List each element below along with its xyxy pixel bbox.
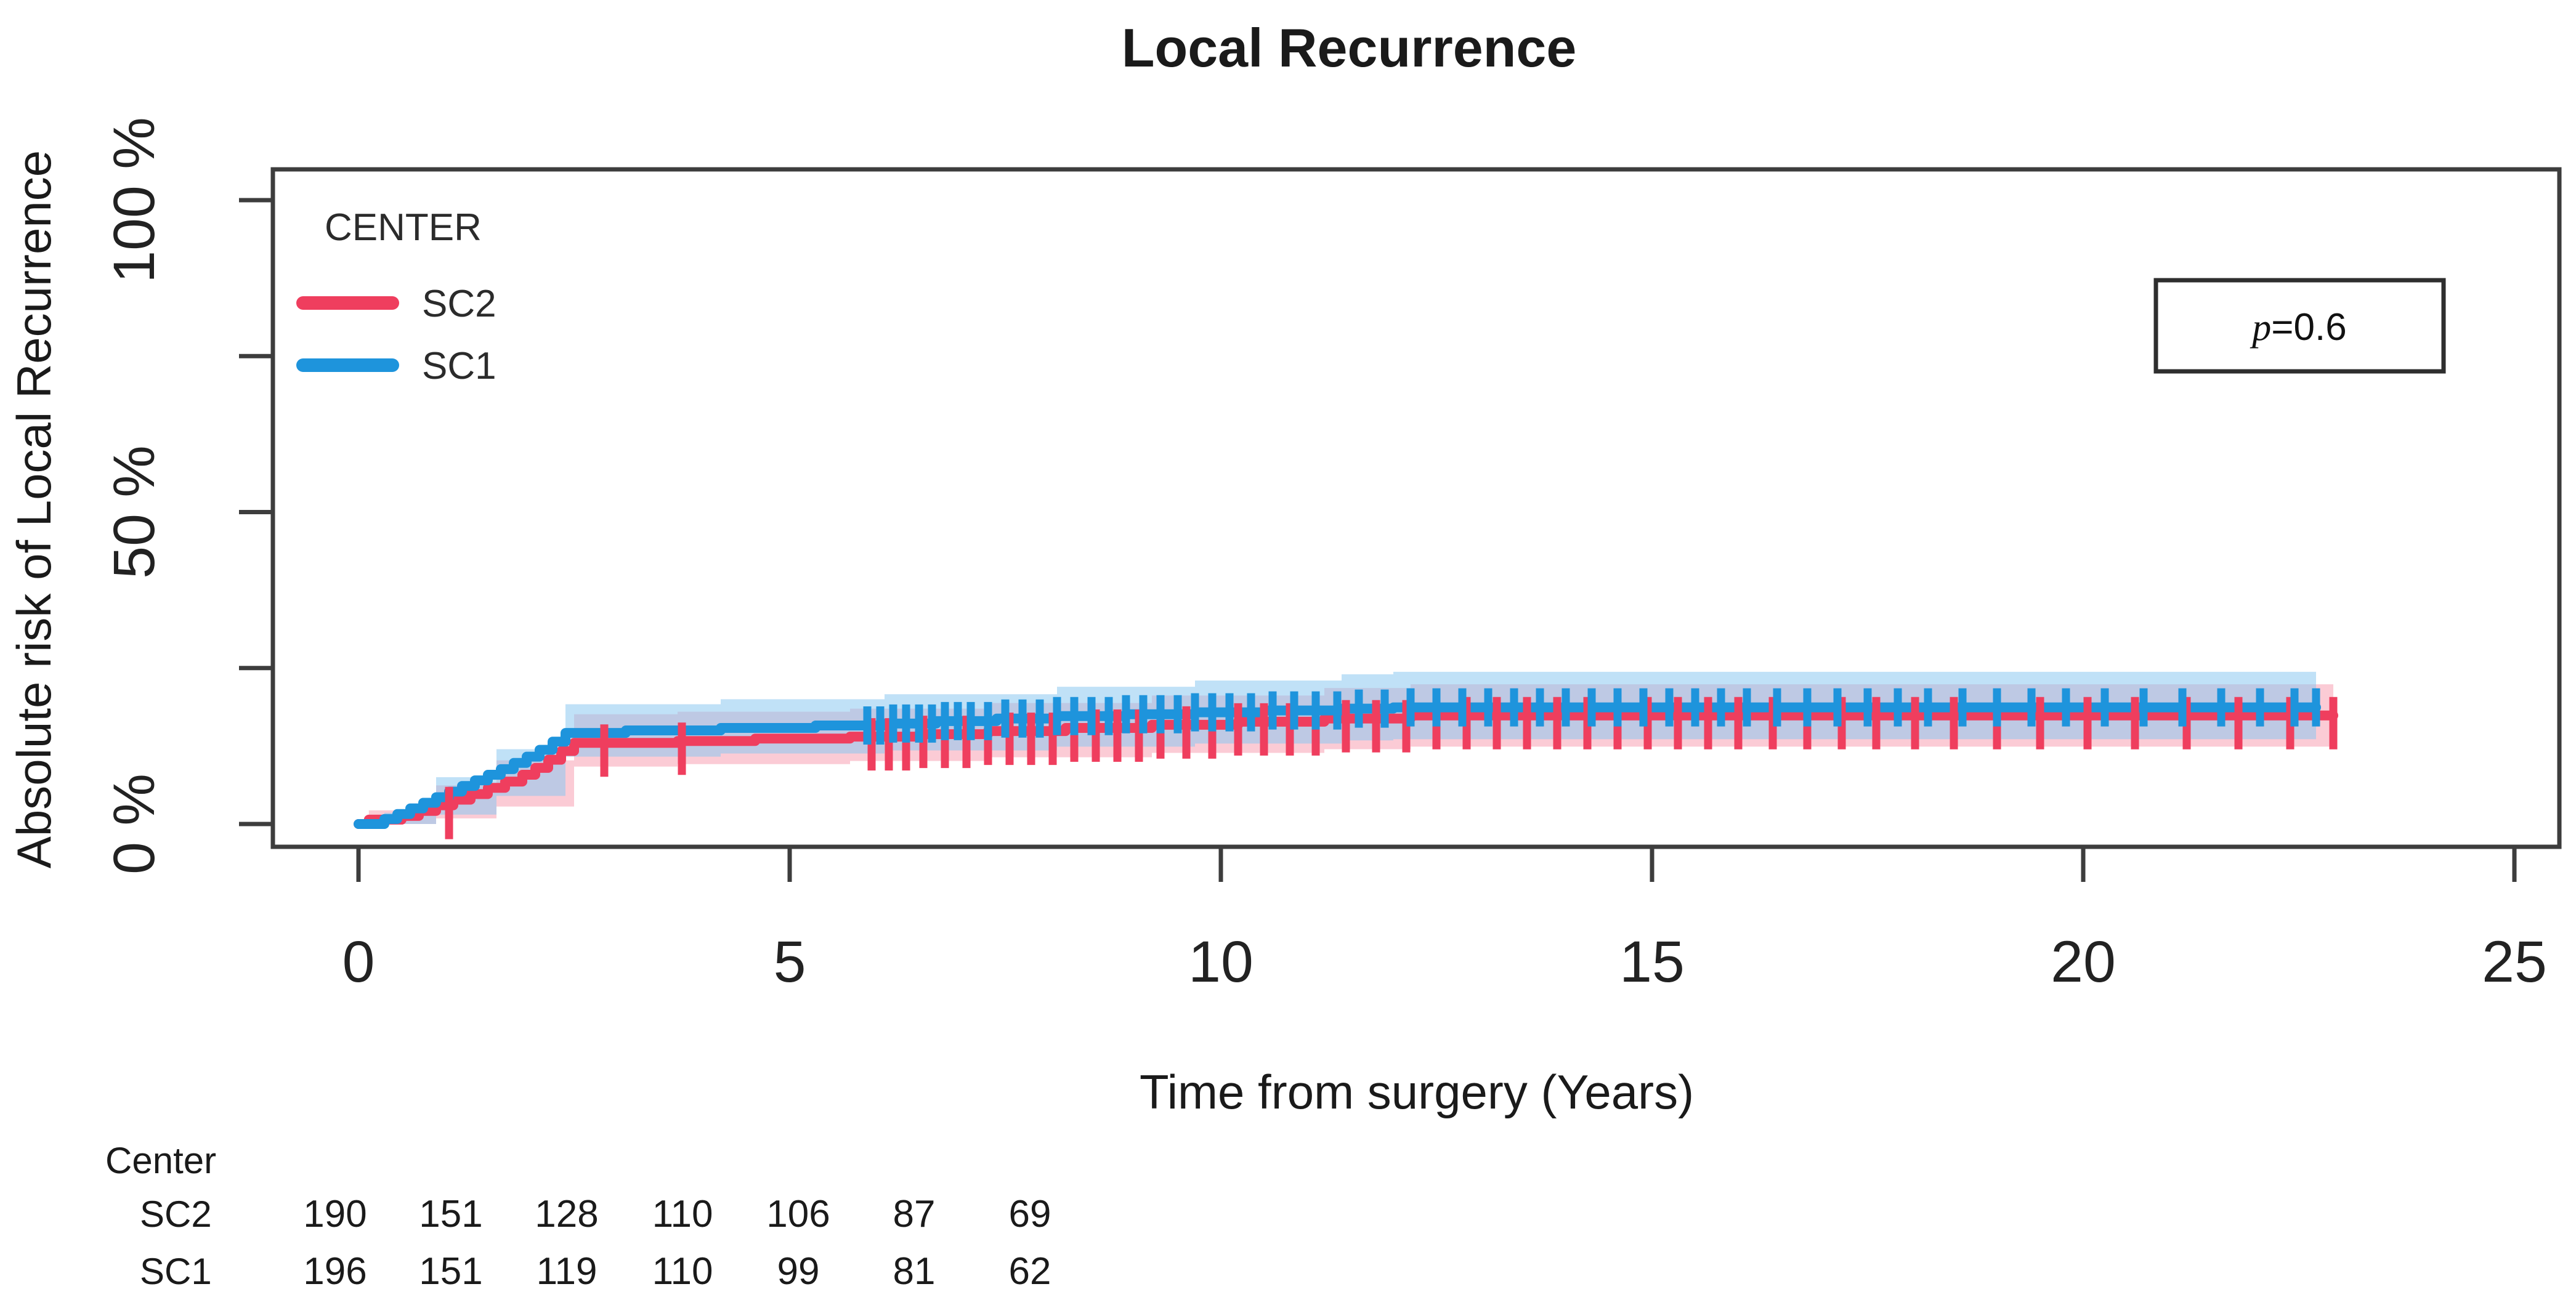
chart-title: Local Recurrence	[1122, 17, 1577, 78]
risk-count-sc2: 87	[893, 1193, 936, 1235]
x-axis-title: Time from surgery (Years)	[1140, 1065, 1694, 1119]
x-axis-ticks: 0 5 10 15 20 25	[342, 847, 2547, 995]
legend-label-sc1: SC1	[422, 345, 496, 387]
censor-marks-layer	[445, 688, 2338, 839]
risk-row-label-sc2: SC2	[140, 1194, 212, 1235]
y-tick-label: 0 %	[102, 774, 167, 875]
y-axis-title: Absolute risk of Local Recurrence	[7, 150, 61, 868]
risk-count-sc1: 119	[537, 1250, 597, 1293]
y-axis-ticks: 0 % 50 % 100 %	[102, 117, 273, 875]
risk-count-sc1: 62	[1009, 1250, 1051, 1293]
risk-numbers: 190 151 128 110 106 87 69 196 151 119 110 99 81 62	[303, 1193, 1051, 1293]
risk-count-sc2: 106	[766, 1193, 830, 1235]
risk-count-sc1: 81	[893, 1250, 936, 1293]
risk-table: Center SC2 SC1 190 151 128 110 106 87 69 196 151…	[105, 1140, 1051, 1293]
risk-row-label-sc1: SC1	[140, 1251, 212, 1292]
risk-count-sc1: 151	[419, 1250, 482, 1293]
legend-title: CENTER	[325, 206, 482, 249]
legend: CENTER SC2 SC1	[296, 206, 496, 387]
x-tick-label: 5	[774, 929, 806, 995]
x-tick-label: 15	[1619, 929, 1685, 995]
y-tick-label: 50 %	[102, 445, 167, 579]
p-value-text: p=0.6	[2250, 306, 2346, 349]
risk-count-sc2: 190	[303, 1193, 367, 1235]
risk-count-sc2: 69	[1009, 1193, 1051, 1235]
legend-label-sc2: SC2	[422, 283, 496, 325]
risk-count-sc1: 196	[303, 1250, 367, 1293]
p-value-box	[2153, 278, 2446, 374]
p-value-annotation: p=0.6	[2153, 278, 2446, 374]
risk-count-sc2: 151	[419, 1193, 482, 1235]
y-tick-label: 100 %	[102, 117, 167, 283]
risk-count-sc2: 128	[535, 1193, 598, 1235]
risk-count-sc1: 110	[652, 1250, 713, 1293]
risk-count-sc1: 99	[777, 1250, 820, 1293]
plot-frame	[270, 167, 2562, 849]
x-tick-label: 20	[2051, 929, 2116, 995]
x-tick-label: 25	[2482, 929, 2547, 995]
x-tick-label: 0	[342, 929, 375, 995]
x-tick-label: 10	[1188, 929, 1254, 995]
risk-count-sc2: 110	[652, 1193, 713, 1235]
risk-table-header: Center	[105, 1140, 216, 1181]
